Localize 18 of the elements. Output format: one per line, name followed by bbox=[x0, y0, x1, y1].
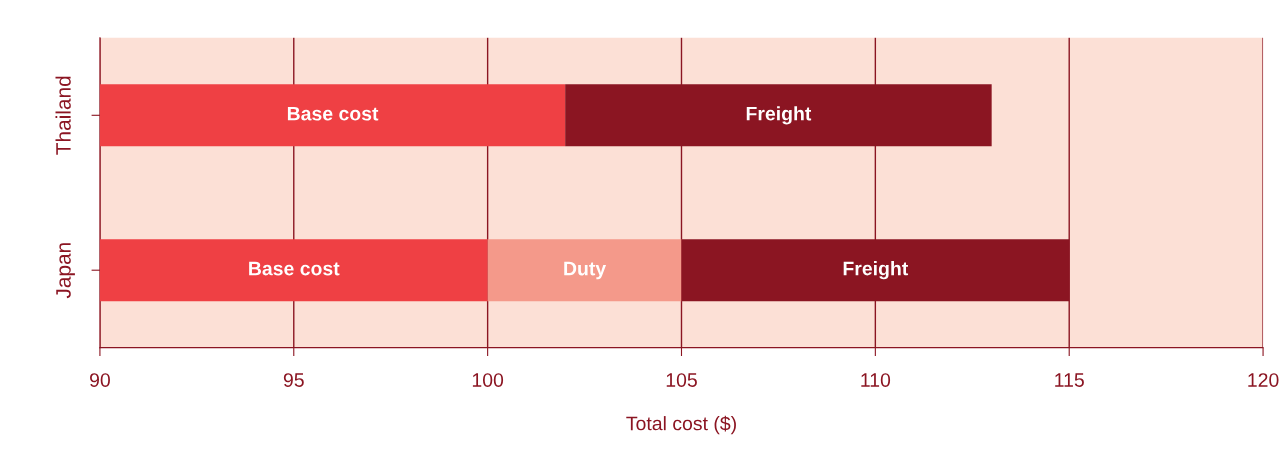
x-axis-title: Total cost ($) bbox=[626, 415, 736, 435]
y-tick-label: Thailand bbox=[55, 76, 71, 155]
bar bbox=[99, 239, 488, 302]
y-tick-label: Japan bbox=[56, 243, 75, 299]
x-tick-label: 110 bbox=[861, 373, 891, 387]
x-tick-label: 120 bbox=[1248, 373, 1279, 387]
x-tick-label: 100 bbox=[472, 373, 504, 387]
x-tick-label: 115 bbox=[1055, 373, 1084, 387]
x-tick-label: 105 bbox=[666, 373, 697, 387]
series-label: Freight bbox=[843, 261, 909, 280]
bar bbox=[99, 84, 566, 147]
series-label: Base cost bbox=[287, 106, 379, 121]
text: Base cost bbox=[249, 261, 340, 276]
x-tick-label: 95 bbox=[283, 373, 304, 387]
text: Freight bbox=[746, 106, 812, 125]
bar bbox=[487, 239, 682, 302]
series-label: Duty bbox=[564, 261, 607, 280]
x-tick-label: 90 bbox=[90, 373, 110, 387]
